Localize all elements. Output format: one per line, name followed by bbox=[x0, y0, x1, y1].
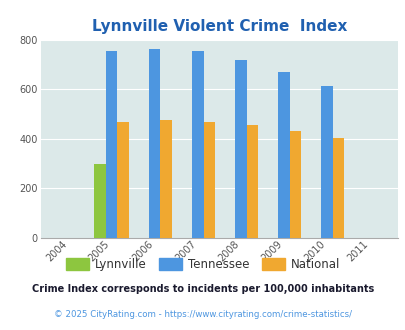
Bar bbox=[117, 121, 129, 238]
Bar bbox=[192, 51, 203, 238]
Bar bbox=[94, 164, 106, 238]
Bar bbox=[320, 86, 332, 238]
Bar bbox=[289, 131, 301, 238]
Text: Crime Index corresponds to incidents per 100,000 inhabitants: Crime Index corresponds to incidents per… bbox=[32, 284, 373, 294]
Title: Lynnville Violent Crime  Index: Lynnville Violent Crime Index bbox=[91, 19, 346, 34]
Bar bbox=[234, 60, 246, 238]
Bar bbox=[149, 49, 160, 238]
Legend: Lynnville, Tennessee, National: Lynnville, Tennessee, National bbox=[61, 253, 344, 276]
Bar bbox=[246, 125, 258, 238]
Bar bbox=[203, 122, 215, 238]
Bar bbox=[160, 119, 172, 238]
Bar bbox=[277, 72, 289, 238]
Bar bbox=[106, 51, 117, 238]
Text: © 2025 CityRating.com - https://www.cityrating.com/crime-statistics/: © 2025 CityRating.com - https://www.city… bbox=[54, 310, 351, 319]
Bar bbox=[332, 138, 343, 238]
